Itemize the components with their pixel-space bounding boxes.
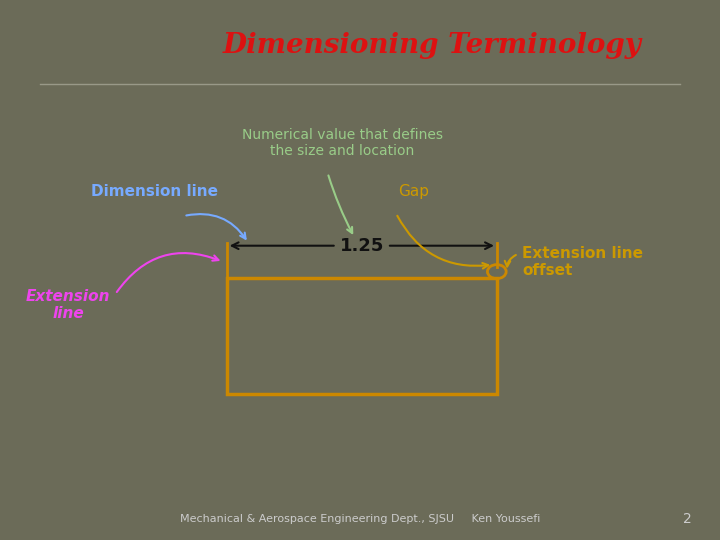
Text: 1.25: 1.25 <box>340 237 384 255</box>
Text: Dimensioning Terminology: Dimensioning Terminology <box>222 32 642 59</box>
Bar <box>227 278 497 394</box>
Text: Extension line
offset: Extension line offset <box>522 246 643 278</box>
Text: Extension
line: Extension line <box>26 289 111 321</box>
Text: Mechanical & Aerospace Engineering Dept., SJSU     Ken Youssefi: Mechanical & Aerospace Engineering Dept.… <box>180 515 540 524</box>
Text: Dimension line: Dimension line <box>91 184 218 199</box>
Text: Gap: Gap <box>398 184 430 199</box>
Text: 2: 2 <box>683 512 692 526</box>
Text: Numerical value that defines
the size and location: Numerical value that defines the size an… <box>241 128 443 158</box>
